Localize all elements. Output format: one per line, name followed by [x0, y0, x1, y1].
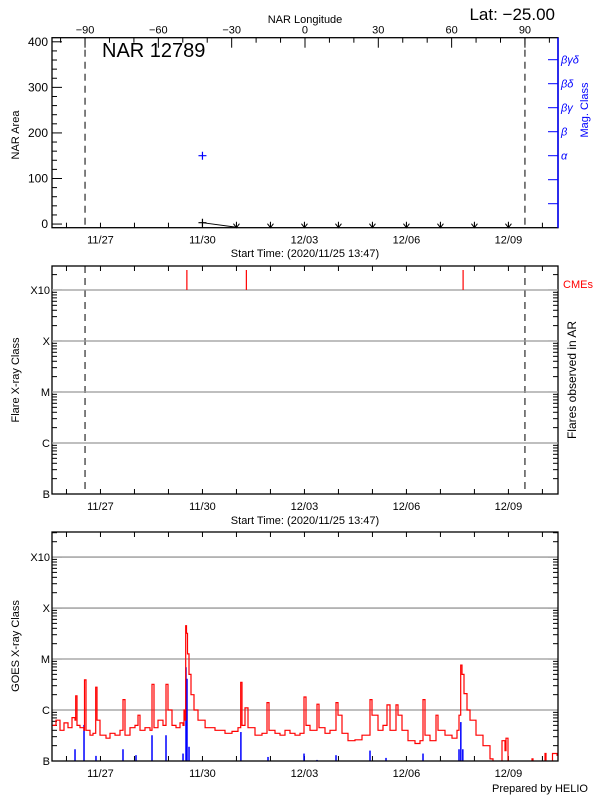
panel-3-frame: [51, 531, 559, 762]
footer-credit: Prepared by HELIO: [492, 783, 588, 795]
lon-tick-label: −60: [149, 25, 168, 37]
p3-xtick-label: 12/06: [393, 768, 421, 780]
latitude-label: Lat: −25.00: [469, 5, 555, 24]
p2-ylabel: Flare X-ray Class: [10, 337, 22, 422]
area-below-range-marker: [505, 221, 512, 229]
lon-tick-label: 0: [302, 25, 308, 37]
area-below-range-marker: [471, 221, 478, 229]
p1-xtick-label: 11/27: [87, 235, 114, 247]
lon-tick-label: 30: [372, 25, 384, 37]
lon-tick-label: −30: [222, 25, 241, 37]
area-below-range-marker: [369, 221, 376, 229]
p2-ytick-label: B: [43, 489, 50, 501]
p1-ylabel: NAR Area: [10, 110, 22, 160]
p2-y2label: Flares observed in AR: [565, 321, 579, 439]
area-below-range-marker: [301, 221, 308, 229]
p3-xtick-label: 12/09: [495, 768, 523, 780]
area-below-range-marker: [335, 221, 342, 229]
p1-y2label: Mag. Class: [579, 82, 591, 138]
lon-tick-label: −90: [76, 25, 95, 37]
p3-ytick-label: X10: [30, 552, 50, 564]
p1-ytick-label: 300: [28, 80, 48, 94]
panel-2-frame: [51, 265, 559, 495]
p3-ytick-label: B: [43, 756, 50, 768]
goes-flux-line: [501, 737, 509, 761]
p3-ytick-label: C: [42, 705, 50, 717]
mag-class-label: βγδ: [560, 55, 580, 67]
region-title: NAR 12789: [102, 40, 205, 62]
p1-ytick-label: 200: [28, 126, 48, 140]
p1-ytick-label: 400: [28, 35, 48, 49]
p2-ytick-label: M: [41, 387, 50, 399]
plot-marks: 11/27 11/30 12/03 12/06 12/090100200300400−9…: [28, 25, 580, 780]
mag-class-label: β: [560, 127, 568, 139]
p3-xtick-label: 11/27: [87, 768, 114, 780]
goes-flux-line: [531, 758, 534, 761]
p1-xtick-label: 12/06: [393, 235, 421, 247]
p1-xtick-label: 12/09: [495, 235, 523, 247]
p2-xtick-label: 12/06: [393, 501, 421, 513]
p1-xtick-label: 11/30: [189, 235, 216, 247]
p3-ylabel: GOES X-ray Class: [10, 600, 22, 692]
p1-ytick-label: 100: [28, 171, 48, 185]
lon-tick-label: 60: [446, 25, 458, 37]
p3-ytick-label: X: [43, 603, 51, 615]
p2-xtick-label: 12/03: [291, 501, 319, 513]
top-xaxis-label: NAR Longitude: [268, 14, 343, 26]
p2-xtick-label: 11/27: [87, 501, 114, 513]
area-below-range-marker: [403, 221, 410, 229]
p3-ytick-label: M: [41, 654, 50, 666]
p3-xtick-label: 11/30: [189, 768, 216, 780]
goes-flux-line: [544, 752, 547, 761]
goes-flux-line: [52, 625, 494, 761]
p1-ytick-label: 0: [41, 217, 48, 231]
p2-ytick-label: X10: [30, 285, 50, 297]
mag-class-label: α: [561, 151, 568, 163]
lon-tick-label: 90: [519, 25, 531, 37]
mag-class-label: βδ: [560, 79, 574, 91]
area-below-range-marker: [233, 221, 240, 229]
p2-ytick-label: C: [42, 438, 50, 450]
p2-xlabel: Start Time: (2020/11/25 13:47): [231, 515, 379, 527]
p2-ytick-label: X: [43, 336, 51, 348]
p3-xtick-label: 12/03: [291, 768, 319, 780]
p2-xtick-label: 12/09: [495, 501, 523, 513]
mag-class-label: βγ: [560, 103, 574, 115]
cme-label: CMEs: [563, 279, 593, 291]
p1-xlabel: Start Time: (2020/11/25 13:47): [231, 248, 379, 260]
mag-class-point: [198, 151, 207, 160]
goes-flux-line: [551, 752, 558, 761]
area-line: [202, 222, 237, 228]
p1-xtick-label: 12/03: [291, 235, 319, 247]
p2-xtick-label: 11/30: [189, 501, 216, 513]
area-below-range-marker: [437, 221, 444, 229]
area-below-range-marker: [267, 221, 274, 229]
